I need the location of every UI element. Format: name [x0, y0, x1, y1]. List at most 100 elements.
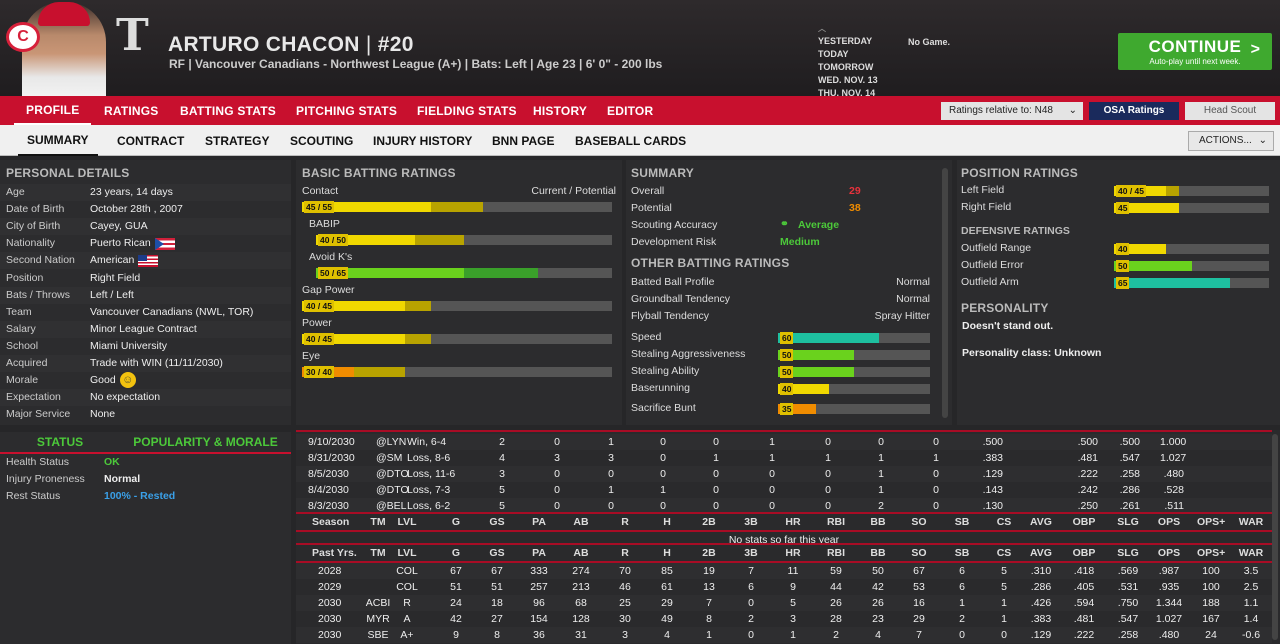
past-stat: 5 — [1001, 565, 1007, 577]
column-header-obp[interactable]: OBP — [1072, 516, 1096, 528]
column-header-lvl[interactable]: LVL — [397, 516, 417, 528]
column-header-obp[interactable]: OBP — [1072, 547, 1096, 559]
stats-scrollbar[interactable] — [1272, 434, 1278, 640]
past-year-row[interactable]: 2030 MYR A 42 27 154 128 30 49 8 2 3 28 23 29 2 1.383.48… — [296, 611, 1272, 627]
subtab-injury-history[interactable]: INJURY HISTORY — [373, 134, 473, 148]
continue-button[interactable]: CONTINUE Auto-play until next week. > — [1118, 33, 1272, 70]
column-header-bb[interactable]: BB — [870, 516, 886, 528]
column-header-r[interactable]: R — [621, 547, 629, 559]
column-header-ops[interactable]: OPS+ — [1197, 547, 1226, 559]
past-year-row[interactable]: 2030 ACBI R 24 18 96 68 25 29 7 0 5 26 26 16 1 1 .426 .594… — [296, 595, 1272, 611]
subtab-scouting[interactable]: SCOUTING — [290, 134, 354, 148]
game-row[interactable]: 8/5/2030 @DTO Loss, 11-6 3 0 0 0 0 0 0 1 0 .129 .222.… — [296, 466, 1272, 482]
schedule-up-icon[interactable]: ︿ — [818, 24, 826, 33]
column-header-gs[interactable]: GS — [489, 516, 505, 528]
column-header-ab[interactable]: AB — [573, 516, 589, 528]
column-header-g[interactable]: G — [451, 516, 461, 528]
position-bar-left-field: 40 / 45 — [1114, 185, 1269, 197]
column-header-war[interactable]: WAR — [1238, 547, 1264, 559]
column-header-g[interactable]: G — [451, 547, 461, 559]
osa-ratings-button[interactable]: OSA Ratings — [1089, 102, 1179, 120]
tab-fielding-stats[interactable]: FIELDING STATS — [417, 104, 517, 118]
game-row[interactable]: 8/31/2030 @SM Loss, 8-6 4 3 3 0 1 1 1 1 1 .383 .481 .5… — [296, 450, 1272, 466]
game-row[interactable]: 9/10/2030 @LYN Win, 6-4 2 0 1 0 0 1 0 0 0 .500 .500 .5… — [296, 434, 1272, 450]
column-header-pa[interactable]: PA — [532, 516, 546, 528]
column-header-slg[interactable]: SLG — [1117, 547, 1139, 559]
divider — [296, 543, 1272, 545]
head-scout-button[interactable]: Head Scout — [1185, 102, 1275, 120]
detail-value-text: 23 years, 14 days — [90, 186, 173, 198]
subtab-summary[interactable]: SUMMARY — [18, 125, 98, 156]
detail-value: October 28th , 2007 — [90, 201, 183, 218]
column-header-lvl[interactable]: LVL — [397, 547, 417, 559]
subtab-contract[interactable]: CONTRACT — [117, 134, 185, 148]
header-label: Season — [312, 516, 350, 528]
column-header-gs[interactable]: GS — [489, 547, 505, 559]
column-header-avg[interactable]: AVG — [1030, 516, 1052, 528]
schedule-day-yesterday[interactable]: YESTERDAY — [818, 36, 873, 46]
column-header-slg[interactable]: SLG — [1117, 516, 1139, 528]
column-header-ops[interactable]: OPS — [1157, 516, 1181, 528]
tab-status[interactable]: STATUS — [36, 435, 84, 449]
game-row[interactable]: 8/3/2030 @BEL Loss, 6-2 5 0 0 0 0 0 0 2 0 .130 .250 .2… — [296, 498, 1272, 514]
column-header-pa[interactable]: PA — [532, 547, 546, 559]
schedule-day-wed-nov-13[interactable]: WED. NOV. 13 — [818, 75, 878, 85]
tab-pitching-stats[interactable]: PITCHING STATS — [296, 104, 398, 118]
column-header-ab[interactable]: AB — [573, 547, 589, 559]
column-header-hr[interactable]: HR — [785, 516, 801, 528]
subtab-bnn-page[interactable]: BNN PAGE — [492, 134, 555, 148]
column-header-war[interactable]: WAR — [1238, 516, 1264, 528]
past-year-row[interactable]: 2028 COL 67 67 333 274 70 85 19 7 11 59 50 67 6 5 .310 .4… — [296, 563, 1272, 579]
column-header-rbi[interactable]: RBI — [826, 516, 846, 528]
column-header-so[interactable]: SO — [911, 547, 927, 559]
past-year-row[interactable]: 2029 COL 51 51 257 213 46 61 13 6 9 44 42 53 6 5 .286 .40… — [296, 579, 1272, 595]
subtab-baseball-cards[interactable]: BASEBALL CARDS — [575, 134, 687, 148]
game-row[interactable]: 8/4/2030 @DTO Loss, 7-3 5 0 1 1 0 0 0 1 0 .143 .242 .2… — [296, 482, 1272, 498]
tab-batting-stats[interactable]: BATTING STATS — [180, 104, 276, 118]
potential-fill — [1165, 186, 1179, 196]
column-header-hr[interactable]: HR — [785, 547, 801, 559]
column-header-h[interactable]: H — [663, 547, 671, 559]
column-header-ops[interactable]: OPS — [1157, 547, 1181, 559]
past-stat: .547 — [1117, 613, 1139, 625]
schedule-day-thu-nov-14[interactable]: THU. NOV. 14 — [818, 88, 876, 98]
column-header-avg[interactable]: AVG — [1030, 547, 1052, 559]
subtab-strategy[interactable]: STRATEGY — [205, 134, 270, 148]
actions-dropdown[interactable]: ACTIONS... ⌄ — [1188, 131, 1274, 151]
tab-history[interactable]: HISTORY — [533, 104, 588, 118]
column-header-rbi[interactable]: RBI — [826, 547, 846, 559]
column-header-cs[interactable]: CS — [996, 547, 1012, 559]
column-header-tm[interactable]: TM — [370, 516, 386, 528]
column-header-tm[interactable]: TM — [370, 547, 386, 559]
column-header-cs[interactable]: CS — [996, 516, 1012, 528]
team-logo[interactable]: C — [6, 22, 40, 52]
column-header-sb[interactable]: SB — [954, 516, 970, 528]
column-header-bb[interactable]: BB — [870, 547, 886, 559]
status-value-rest-status: 100% - Rested — [104, 490, 176, 502]
column-header-so[interactable]: SO — [911, 516, 927, 528]
ratings-relative-select[interactable]: Ratings relative to: N48 ⌄ — [941, 102, 1083, 120]
tab-editor[interactable]: EDITOR — [607, 104, 654, 118]
summary-scrollbar[interactable] — [942, 168, 948, 418]
past-stat: 9 — [790, 581, 796, 593]
column-header-2b[interactable]: 2B — [702, 547, 716, 559]
past-year-row[interactable]: 2030 SBE A+ 9 8 36 31 3 4 1 0 1 2 4 7 0 0.129.222.258.48… — [296, 627, 1272, 643]
column-header-3b[interactable]: 3B — [744, 547, 758, 559]
column-header-h[interactable]: H — [663, 516, 671, 528]
summary-title: SUMMARY — [631, 166, 694, 180]
column-header-3b[interactable]: 3B — [744, 516, 758, 528]
tab-ratings[interactable]: RATINGS — [104, 104, 159, 118]
binoculars-icon: ⚭ — [780, 218, 789, 230]
column-header-r[interactable]: R — [621, 516, 629, 528]
parent-team-logo[interactable]: T — [116, 10, 149, 61]
column-header-ops[interactable]: OPS+ — [1197, 516, 1226, 528]
tab-profile[interactable]: PROFILE — [14, 96, 92, 125]
column-header-sb[interactable]: SB — [954, 547, 970, 559]
tab-popularity-morale[interactable]: POPULARITY & MORALE — [133, 435, 278, 449]
detail-row-second-nation: Second Nation American — [0, 252, 291, 270]
column-header-2b[interactable]: 2B — [702, 516, 716, 528]
schedule-day-tomorrow[interactable]: TOMORROW — [818, 62, 874, 72]
rating-label: 40 / 45 — [1116, 185, 1146, 197]
ratings-relative-label: Ratings relative to: N48 — [949, 105, 1053, 116]
schedule-day-today[interactable]: TODAY — [818, 49, 849, 59]
